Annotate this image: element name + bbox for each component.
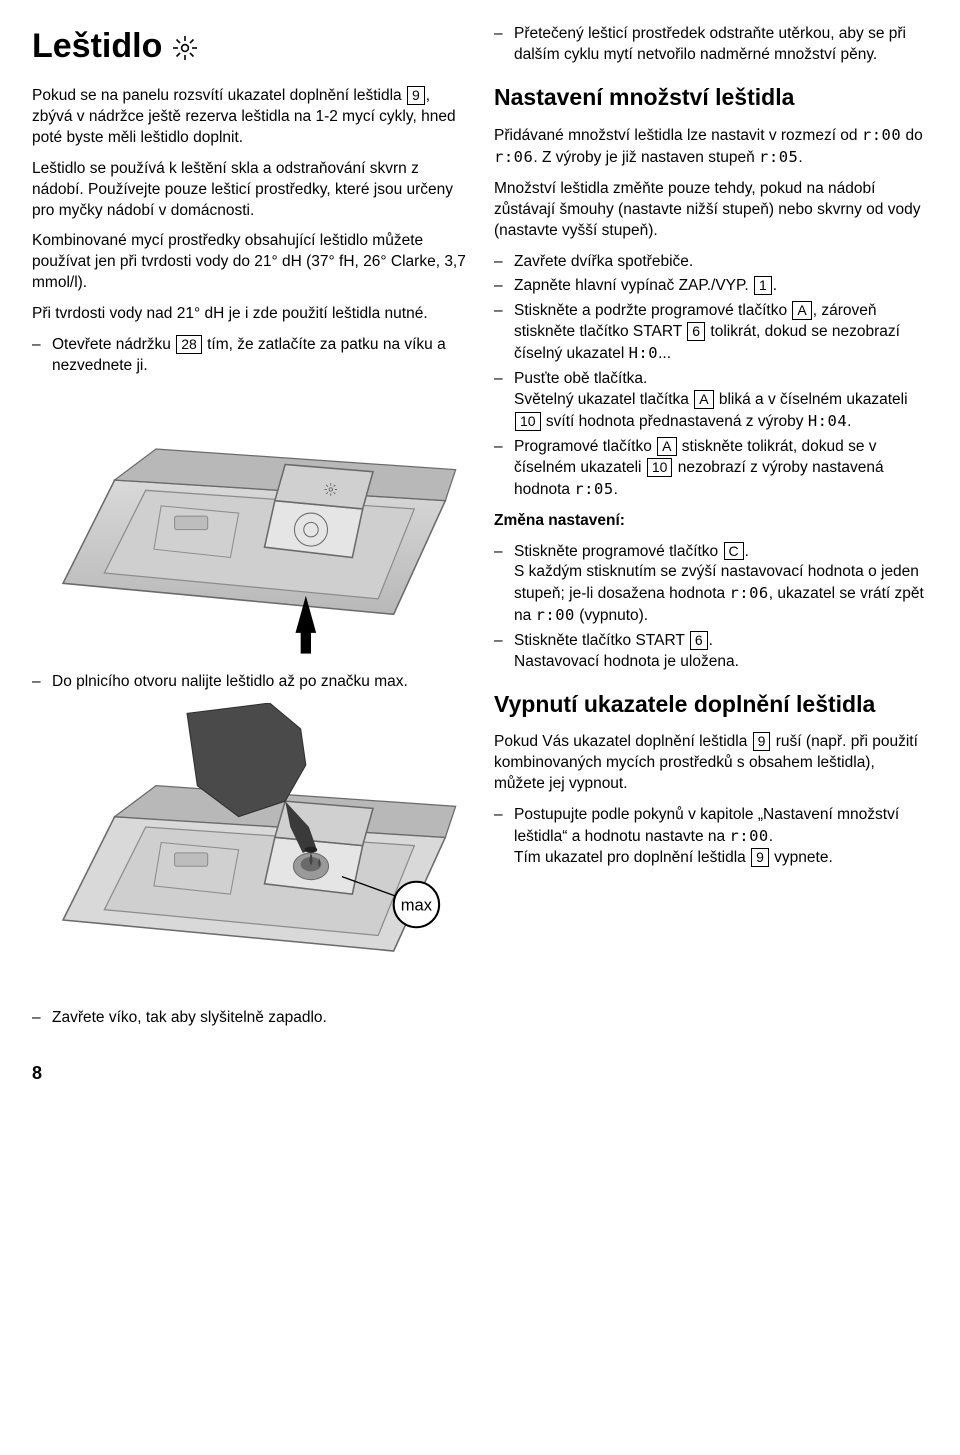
overflow-note: Přetečený lešticí prostředek odstraňte u… [494,24,928,66]
display-10-ref: 10 [515,412,541,431]
settings-steps: Zavřete dvířka spotřebiče. Zapněte hlavn… [494,252,928,501]
seg-r06-b: r:06 [729,584,768,602]
page-columns: Leštidlo Pok [32,24,928,1039]
overflow-note-list: Přetečený lešticí prostředek odstraňte u… [494,24,928,66]
display-10-ref-2: 10 [647,458,673,477]
seg-r00: r:00 [862,126,901,144]
button-c-ref: C [724,542,744,561]
step-list-1: Otevřete nádržku 28 tím, že zatlačíte za… [32,335,466,377]
amount-range-paragraph: Přidávané množství leštidla lze nastavit… [494,125,928,169]
seg-h04: H:04 [808,412,847,430]
page-number: 8 [32,1061,928,1085]
illustration-pour-rinse-aid: max [32,703,466,992]
step-list-3: Zavřete víko, tak aby slyšitelně zapadlo… [32,1008,466,1029]
button-a-ref: A [792,301,811,320]
indicator-9-ref-2: 9 [753,732,771,751]
button-a-ref-3: A [657,437,676,456]
intro-paragraph-3: Kombinované mycí prostředky obsahující l… [32,231,466,294]
left-column: Leštidlo Pok [32,24,466,1039]
button-a-ref-2: A [694,390,713,409]
seg-h0: H:0 [629,344,659,362]
change-setting-label: Změna nastavení: [494,511,928,532]
step-press-a-until: Programové tlačítko A stiskněte tolikrát… [494,437,928,501]
step-set-r00: Postupujte podle pokynů v kapitole „Nast… [494,805,928,869]
intro-paragraph-1: Pokud se na panelu rozsvítí ukazatel dop… [32,86,466,149]
intro-paragraph-4: Při tvrdosti vody nad 21° dH je i zde po… [32,304,466,325]
button-1-ref: 1 [754,276,772,295]
title-text: Leštidlo [32,24,162,70]
change-steps: Stiskněte programové tlačítko C. S každý… [494,542,928,674]
step-press-c: Stiskněte programové tlačítko C. S každý… [494,542,928,628]
right-column: Přetečený lešticí prostředek odstraňte u… [494,24,928,1039]
step-fill-max: Do plnicího otvoru nalijte leštidlo až p… [32,672,466,693]
reservoir-28-ref: 28 [176,335,202,354]
seg-r05: r:05 [759,148,798,166]
illustration-open-lid [32,387,466,656]
seg-r00-b: r:00 [536,606,575,624]
heading-set-amount: Nastavení množství leštidla [494,82,928,113]
seg-r00-c: r:00 [729,827,768,845]
step-release: Pusťte obě tlačítka. Světelný ukazatel t… [494,369,928,433]
seg-r05-b: r:05 [574,480,613,498]
button-6-ref: 6 [687,322,705,341]
page-title: Leštidlo [32,24,466,70]
amount-when-paragraph: Množství leštidla změňte pouze tehdy, po… [494,179,928,242]
step-list-2: Do plnicího otvoru nalijte leštidlo až p… [32,672,466,693]
heading-disable-indicator: Vypnutí ukazatele doplnění leštidla [494,689,928,720]
step-close-door: Zavřete dvířka spotřebiče. [494,252,928,273]
step-hold-a-start: Stiskněte a podržte programové tlačítko … [494,301,928,365]
indicator-9-ref-3: 9 [751,848,769,867]
step-press-start: Stiskněte tlačítko START 6. Nastavovací … [494,631,928,673]
disable-intro: Pokud Vás ukazatel doplnění leštidla 9 r… [494,732,928,795]
max-label: max [401,895,433,914]
seg-r06: r:06 [494,148,533,166]
button-6-ref-2: 6 [690,631,708,650]
step-close-lid: Zavřete víko, tak aby slyšitelně zapadlo… [32,1008,466,1029]
sun-icon [172,24,198,70]
step-power-on: Zapněte hlavní vypínač ZAP./VYP. 1. [494,276,928,297]
step-open-reservoir: Otevřete nádržku 28 tím, že zatlačíte za… [32,335,466,377]
disable-steps: Postupujte podle pokynů v kapitole „Nast… [494,805,928,869]
intro-paragraph-2: Leštidlo se používá k leštění skla a ods… [32,159,466,222]
indicator-9-ref: 9 [407,86,425,105]
